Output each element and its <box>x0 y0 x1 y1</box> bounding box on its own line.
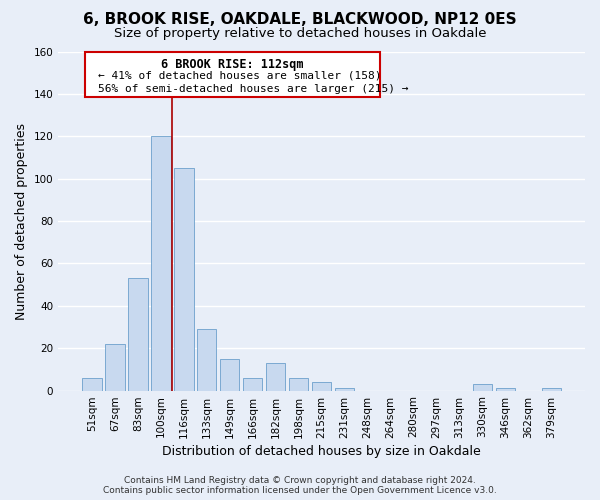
Bar <box>151 136 170 390</box>
Bar <box>266 363 286 390</box>
Bar <box>243 378 262 390</box>
Text: 6 BROOK RISE: 112sqm: 6 BROOK RISE: 112sqm <box>161 58 303 71</box>
Bar <box>289 378 308 390</box>
Y-axis label: Number of detached properties: Number of detached properties <box>15 122 28 320</box>
Text: 6, BROOK RISE, OAKDALE, BLACKWOOD, NP12 0ES: 6, BROOK RISE, OAKDALE, BLACKWOOD, NP12 … <box>83 12 517 28</box>
Bar <box>312 382 331 390</box>
Text: ← 41% of detached houses are smaller (158): ← 41% of detached houses are smaller (15… <box>98 70 381 80</box>
Bar <box>220 359 239 390</box>
Bar <box>473 384 492 390</box>
Bar <box>542 388 561 390</box>
Bar <box>105 344 125 391</box>
Bar <box>335 388 355 390</box>
Bar <box>197 329 217 390</box>
Bar <box>174 168 194 390</box>
Bar <box>82 378 101 390</box>
Text: Size of property relative to detached houses in Oakdale: Size of property relative to detached ho… <box>114 28 486 40</box>
FancyBboxPatch shape <box>85 52 380 98</box>
Text: Contains HM Land Registry data © Crown copyright and database right 2024.
Contai: Contains HM Land Registry data © Crown c… <box>103 476 497 495</box>
Text: 56% of semi-detached houses are larger (215) →: 56% of semi-detached houses are larger (… <box>98 84 408 94</box>
Bar <box>128 278 148 390</box>
Bar <box>496 388 515 390</box>
X-axis label: Distribution of detached houses by size in Oakdale: Distribution of detached houses by size … <box>162 444 481 458</box>
